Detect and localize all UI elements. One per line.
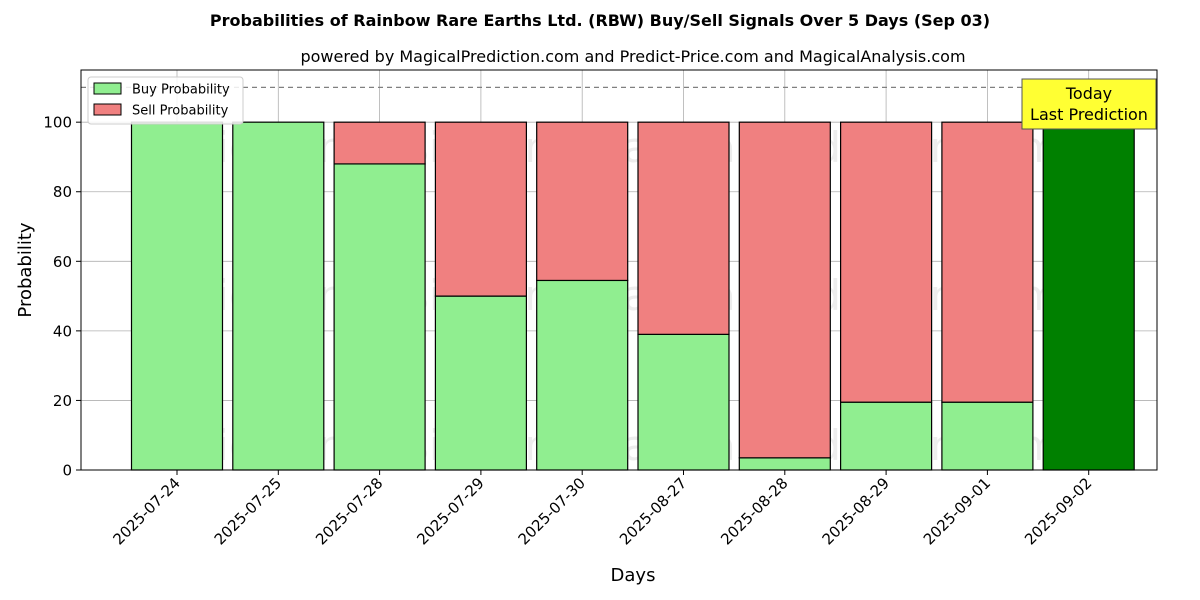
x-axis-ticks: 2025-07-24 2025-07-25 2025-07-28 2025-07-29…: [109, 470, 1096, 548]
legend-label: Sell Probability: [132, 104, 229, 119]
bar-buy: [333, 163, 426, 471]
bar-sell: [333, 121, 426, 165]
bar-buy: [130, 121, 224, 471]
x-tick-label: 2025-07-30: [515, 474, 589, 548]
x-tick-label: 2025-07-29: [413, 474, 487, 548]
x-tick-label: 2025-08-27: [616, 474, 690, 548]
x-tick-label: 2025-08-28: [717, 474, 791, 548]
y-tick-label: 100: [43, 114, 72, 132]
legend-swatch: [93, 103, 122, 116]
annotation-box: [1021, 78, 1157, 130]
y-tick-label: 80: [53, 183, 72, 201]
bar-sell: [839, 121, 933, 403]
chart-subtitle: powered by MagicalPrediction.com and Pre…: [300, 47, 965, 66]
bar-sell: [637, 121, 730, 335]
bar-buy: [738, 457, 831, 471]
chart-title: Probabilities of Rainbow Rare Earths Ltd…: [210, 11, 990, 30]
bar-buy: [941, 401, 1034, 471]
bar-buy: [434, 295, 527, 471]
y-axis-ticks: 0 20 40 60 80 100: [43, 114, 81, 480]
y-tick-label: 60: [53, 253, 72, 271]
bar-sell: [434, 121, 527, 297]
x-tick-label: 2025-08-29: [819, 474, 893, 548]
legend-box: [87, 76, 244, 125]
x-tick-label: 2025-07-28: [312, 474, 386, 548]
x-axis-label: Days: [611, 565, 656, 586]
bars: [130, 121, 1135, 471]
bar-sell: [536, 121, 629, 282]
bar-sell: [738, 121, 831, 459]
legend: Buy Probability Sell Probability: [87, 76, 244, 125]
x-tick-label: 2025-07-25: [211, 474, 285, 548]
x-tick-label: 2025-09-02: [1021, 474, 1095, 548]
y-axis-label: Probability: [15, 222, 36, 317]
plot-frame: [80, 69, 1158, 471]
x-tick-label: 2025-07-24: [109, 474, 183, 548]
annotation-text: Today: [1065, 84, 1112, 103]
today-annotation: Today Last Prediction: [1021, 78, 1157, 130]
y-tick-label: 40: [53, 322, 72, 340]
bar-buy: [536, 279, 629, 471]
bar-buy: [1042, 121, 1135, 471]
legend-label: Buy Probability: [132, 83, 230, 98]
annotation-text: Last Prediction: [1030, 105, 1148, 124]
bar-buy: [839, 401, 933, 471]
bar-sell: [941, 121, 1034, 403]
x-tick-label: 2025-09-01: [920, 474, 994, 548]
legend-swatch: [93, 82, 122, 95]
bar-buy: [232, 121, 325, 471]
y-tick-label: 0: [62, 462, 72, 480]
bar-buy: [637, 333, 730, 471]
y-tick-label: 20: [53, 392, 72, 410]
